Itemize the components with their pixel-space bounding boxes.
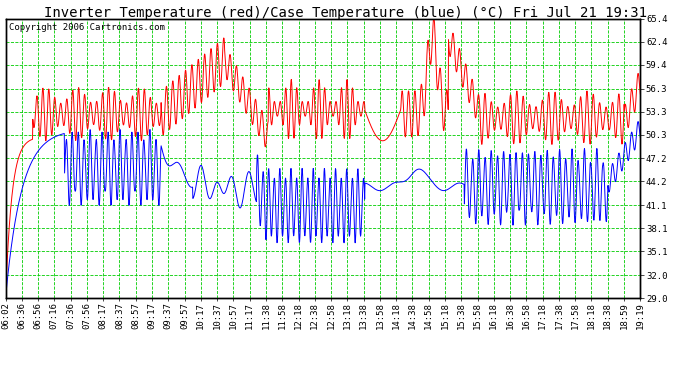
Text: Inverter Temperature (red)/Case Temperature (blue) (°C) Fri Jul 21 19:31: Inverter Temperature (red)/Case Temperat… <box>43 6 647 20</box>
Text: Copyright 2006 Cartronics.com: Copyright 2006 Cartronics.com <box>9 23 165 32</box>
